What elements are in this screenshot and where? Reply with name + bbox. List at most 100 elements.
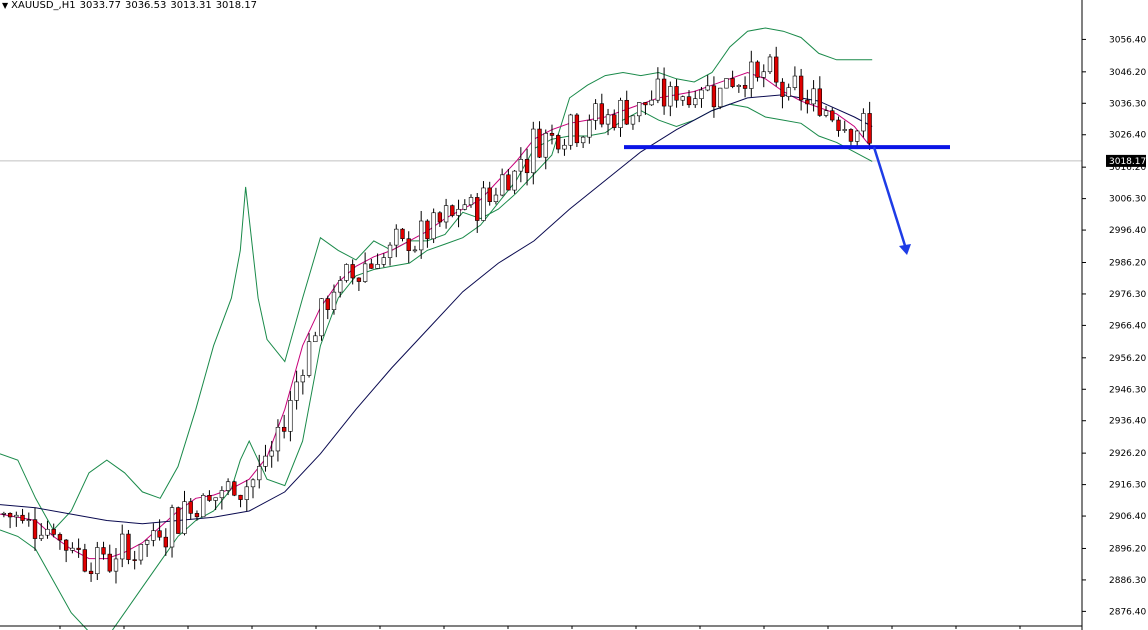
candle-body (605, 114, 611, 125)
high-value: 3036.53 (124, 0, 167, 11)
candle-body (637, 102, 642, 117)
candle-body (51, 528, 56, 535)
candle-body (201, 495, 206, 518)
candle-body (188, 501, 193, 514)
candle-body (76, 547, 81, 550)
price-tick-label: 3036.30 (1109, 99, 1146, 109)
candle-body (587, 120, 592, 138)
candle-body (95, 547, 100, 575)
candle-body (811, 88, 816, 105)
close-value: 3018.17 (215, 0, 258, 11)
candle-body (562, 144, 567, 150)
candle-body (157, 530, 162, 538)
candle-body (624, 99, 629, 125)
candle-body (774, 56, 779, 83)
price-tick-label: 2906.40 (1109, 512, 1146, 522)
candle-body (381, 257, 386, 265)
candle-body (655, 78, 661, 101)
candle-body (169, 507, 175, 548)
candle-body (45, 528, 50, 536)
candle-body (437, 212, 443, 223)
open-value: 3033.77 (79, 0, 121, 11)
candle-body (375, 264, 380, 269)
candle-body (767, 56, 773, 73)
candle-body (630, 115, 636, 125)
price-tick-label: 2876.40 (1109, 607, 1146, 617)
candle-body (107, 553, 112, 572)
candle-body (82, 549, 88, 572)
trend-drawings[interactable] (624, 145, 950, 255)
price-tick-label: 2886.30 (1109, 576, 1146, 586)
candle-body (412, 249, 418, 252)
candle-body (749, 61, 754, 89)
candle-body (350, 264, 355, 279)
low-value: 3013.31 (170, 0, 212, 11)
candle-body (618, 99, 623, 128)
candle-body (244, 486, 249, 500)
candle-body (830, 110, 835, 121)
candle-body (805, 99, 810, 105)
candle-body (387, 244, 393, 258)
candle-body (394, 228, 399, 246)
candle-body (568, 114, 573, 146)
candle-body (580, 136, 586, 144)
candle-body (325, 298, 330, 310)
candle-body (468, 197, 474, 206)
candle-body (288, 400, 293, 432)
price-tick-label: 2916.30 (1109, 481, 1146, 491)
candle-body (487, 187, 492, 203)
candle-body (855, 130, 860, 142)
current-price-tag-label: 3018.17 (1109, 157, 1146, 167)
arrow-head-icon (899, 244, 911, 255)
candle-body (151, 530, 156, 541)
candle-body (213, 497, 218, 501)
candle-body (786, 87, 791, 97)
candle-body (275, 426, 281, 452)
triangle-down-icon[interactable]: ▼ (2, 1, 9, 10)
price-tick-label: 3046.20 (1109, 68, 1146, 78)
candle-body (300, 375, 306, 383)
price-tick-label: 3026.40 (1109, 131, 1146, 141)
price-tick-label: 2976.30 (1109, 290, 1146, 300)
candle-body (512, 170, 517, 191)
candle-body (238, 494, 243, 500)
symbol-label: XAUUSD_,H1 (11, 0, 76, 11)
candle-body (456, 208, 461, 216)
candle-body (207, 495, 212, 501)
candle-body (599, 103, 604, 125)
price-tick-label: 3016.20 (1109, 163, 1146, 173)
candle-body (63, 539, 69, 551)
price-tick-label: 2926.20 (1109, 449, 1146, 459)
candle-body (742, 85, 748, 89)
candle-body (338, 280, 343, 293)
candle-body (518, 159, 524, 172)
candle-body (836, 119, 841, 131)
candle-body (549, 132, 555, 136)
candle-body (499, 174, 505, 196)
candle-body (693, 98, 698, 106)
candle-body (798, 75, 804, 101)
candle-body (705, 85, 710, 91)
candle-body (686, 96, 692, 106)
candle-body (481, 187, 486, 221)
candle-body (462, 204, 467, 210)
breakdown-arrow[interactable] (872, 146, 909, 253)
candle-body (70, 547, 75, 551)
candle-body (668, 86, 673, 107)
candle-body (176, 507, 181, 534)
candle-body (649, 99, 654, 106)
ma-slow (0, 94, 873, 525)
candle-body (425, 220, 430, 240)
candle-body (674, 86, 679, 101)
bollinger-upper (0, 27, 873, 531)
candle-body (823, 110, 829, 116)
candle-body (126, 533, 131, 560)
candle-body (661, 78, 667, 107)
candle-body (699, 89, 704, 99)
candle-body (194, 513, 200, 518)
current-price-tag: 3018.17 (1106, 154, 1146, 167)
candle-body (39, 534, 44, 539)
